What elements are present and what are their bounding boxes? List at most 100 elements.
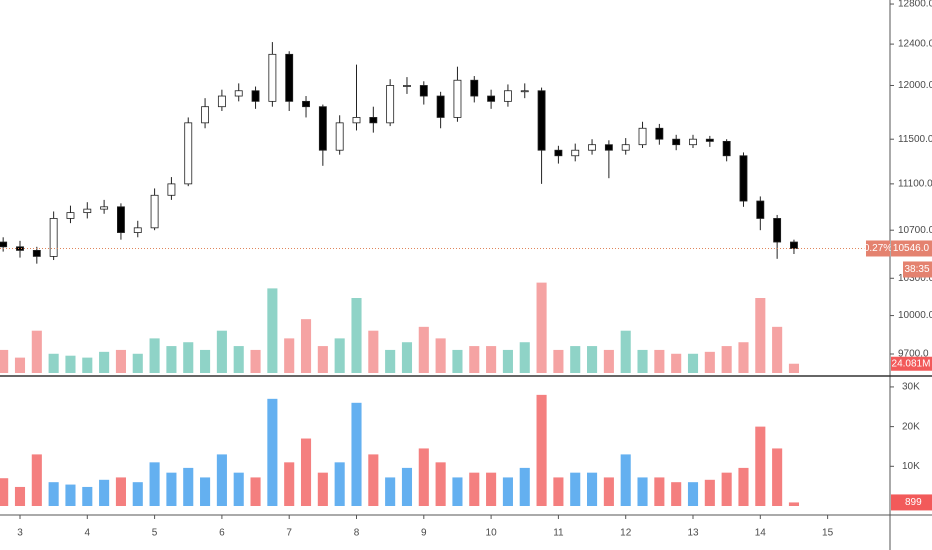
candle-body <box>722 140 731 157</box>
lower-bar <box>0 478 9 506</box>
volume-bar <box>368 330 379 373</box>
volume-bar <box>385 349 396 373</box>
y-tick-label: 12800.0 <box>898 0 932 10</box>
y-tick-label: 10000.0 <box>898 310 932 321</box>
candle-body <box>133 227 142 233</box>
y-tick-label: 9700.0 <box>898 349 929 360</box>
countdown-label: 38:35 <box>904 264 929 275</box>
lower-bar <box>435 462 446 506</box>
volume-bar <box>587 346 598 373</box>
volume-bar <box>166 346 177 373</box>
lower-bar <box>587 472 598 506</box>
x-tick-label: 12 <box>620 528 632 539</box>
lower-bar <box>553 477 564 506</box>
volume-bar <box>738 342 749 373</box>
candle-body <box>369 117 378 124</box>
volume-bar <box>48 353 59 373</box>
candle-body <box>554 149 563 157</box>
x-tick-label: 10 <box>486 528 498 539</box>
candle-body <box>739 155 748 202</box>
volume-bar <box>788 363 800 373</box>
price-label: 10546.0 <box>893 243 930 254</box>
volume-bar <box>65 355 76 373</box>
lower-bar <box>368 454 379 506</box>
y-tick-label: 11500.0 <box>898 134 932 145</box>
lower-bar <box>502 477 513 506</box>
x-tick-label: 8 <box>354 528 360 539</box>
candle-body <box>83 208 92 214</box>
lower-bar <box>772 448 783 506</box>
candle-body <box>419 85 428 97</box>
candle-body <box>453 79 462 118</box>
volume-bar <box>31 330 42 373</box>
x-tick-label: 6 <box>219 528 225 539</box>
volume-bar <box>469 346 480 373</box>
lower-bar <box>687 482 699 506</box>
lower-bar <box>65 484 76 506</box>
volume-bar <box>654 349 665 373</box>
lower-bar <box>351 402 362 506</box>
candle-body <box>386 85 395 124</box>
candle-body <box>537 90 546 151</box>
lower-bar <box>721 472 732 506</box>
lower-bar <box>267 398 278 506</box>
y-tick-label: 12400.0 <box>898 39 932 50</box>
lower-bar <box>738 467 749 506</box>
candle-body <box>621 144 630 151</box>
candle-body <box>503 90 512 102</box>
y-tick-label: 10300.0 <box>898 273 932 284</box>
lower-bar <box>519 467 530 506</box>
candle-body <box>217 95 226 108</box>
lower-bar <box>637 477 648 506</box>
volume-bar <box>536 282 547 373</box>
lower-y-tick-label: 10K <box>902 461 920 472</box>
lower-last-label: 899 <box>905 497 922 508</box>
candle-body <box>251 90 260 102</box>
volume-bar <box>755 298 766 373</box>
volume-bar <box>200 349 211 373</box>
volume-last-label: 24.081M <box>892 358 931 369</box>
candle-body <box>201 106 210 124</box>
volume-bar <box>317 346 328 373</box>
lower-bar <box>166 472 177 506</box>
volume-bar <box>452 349 463 373</box>
lower-bar <box>200 477 211 506</box>
lower-bar <box>284 462 295 506</box>
candle-body <box>689 138 697 146</box>
volume-bar <box>99 351 110 373</box>
lower-bar <box>418 448 429 506</box>
lower-bar <box>82 486 93 506</box>
candle-body <box>150 194 159 229</box>
volume-bar <box>721 346 732 373</box>
lower-bar <box>570 472 581 506</box>
lower-bar <box>115 477 126 506</box>
volume-bar <box>553 349 564 373</box>
volume-bar <box>620 330 631 373</box>
volume-bar <box>132 353 143 373</box>
candle-body <box>234 90 243 97</box>
candle-body <box>571 149 580 157</box>
lower-bar <box>671 482 682 506</box>
candle-body <box>0 241 8 248</box>
candle-body <box>756 200 765 219</box>
volume-bar <box>351 298 362 373</box>
candle-body <box>16 246 24 251</box>
candle-body <box>66 212 75 219</box>
lower-bar <box>755 426 766 506</box>
lower-bar <box>788 502 800 506</box>
x-tick-label: 7 <box>286 528 292 539</box>
candle-body <box>403 85 411 87</box>
candle-body <box>705 138 714 142</box>
volume-bar <box>300 319 312 373</box>
lower-bar <box>654 477 665 506</box>
lower-y-tick-label: 20K <box>902 421 920 432</box>
lower-bar <box>452 477 463 506</box>
volume-bar <box>772 326 783 373</box>
volume-bar <box>486 346 497 373</box>
lower-bar <box>132 482 143 506</box>
x-tick-label: 9 <box>421 528 427 539</box>
volume-bar <box>0 349 9 373</box>
lower-last-box <box>891 494 932 511</box>
